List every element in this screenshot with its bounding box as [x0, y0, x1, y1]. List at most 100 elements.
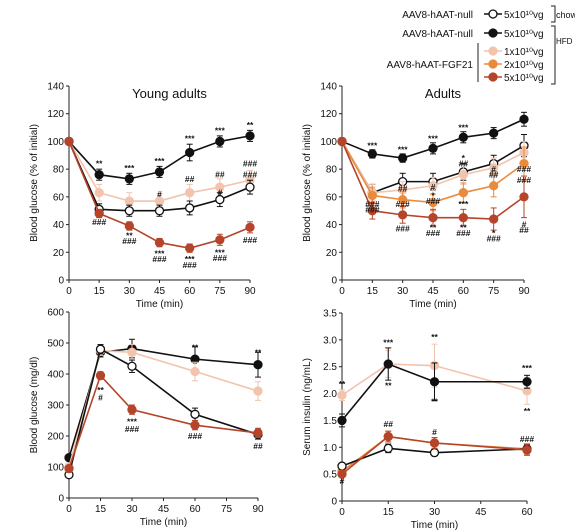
x-axis-label: Time (min) [140, 517, 187, 528]
data-point [127, 404, 137, 415]
data-point [124, 196, 134, 206]
x-tick-label: 15 [94, 286, 106, 297]
data-point [489, 181, 499, 191]
significance-mark: *** [185, 254, 196, 264]
series-open [64, 344, 263, 480]
legend-entry: 5x10¹⁰vg [484, 72, 544, 84]
data-point [522, 445, 532, 455]
series-fgf_high [64, 136, 255, 253]
significance-mark: ** [431, 332, 438, 342]
data-point [458, 188, 468, 198]
significance-mark: ### [243, 170, 257, 180]
significance-mark: ** [430, 222, 437, 232]
data-point [458, 212, 468, 223]
x-axis-label: Time (min) [136, 299, 183, 310]
significance-mark: ## [185, 174, 195, 184]
legend-dose-label: 2x10¹⁰vg [504, 60, 544, 71]
data-point [185, 203, 195, 213]
significance-mark: ## [459, 159, 469, 169]
x-tick-label: 0 [339, 507, 345, 518]
data-point [154, 206, 165, 216]
significance-mark: ### [183, 260, 197, 270]
y-tick-label: 600 [47, 308, 64, 319]
data-point [64, 463, 74, 474]
x-tick-label: 30 [397, 286, 409, 297]
chart-title: Adults [425, 86, 462, 101]
significance-mark: ### [365, 199, 379, 209]
data-point [429, 448, 440, 458]
data-point [519, 114, 529, 124]
legend-marker [488, 28, 498, 38]
data-point [458, 170, 468, 180]
data-point [185, 188, 195, 198]
significance-mark: ## [253, 441, 263, 451]
data-point [215, 235, 225, 245]
x-tick-label: 0 [66, 286, 72, 297]
data-point [489, 128, 499, 138]
significance-mark: ### [396, 199, 410, 209]
significance-mark: ### [213, 253, 227, 263]
data-point [383, 359, 393, 369]
y-tick-label: 0 [58, 276, 64, 287]
significance-mark: ** [524, 406, 531, 416]
significance-mark: * [431, 190, 435, 200]
chow-label: chow [556, 10, 575, 20]
chart-blood-glucose-mgdl: 0 100 200 300 400 500 600 0 15 30 45 60 75 90 Time (mi… [29, 308, 264, 529]
x-tick-label: 90 [518, 286, 530, 297]
significance-mark: * [492, 228, 496, 238]
x-tick-label: 75 [214, 286, 226, 297]
significance-mark: ** [97, 385, 104, 395]
significance-mark: *** [367, 141, 378, 151]
y-tick-label: 2.5 [323, 362, 337, 373]
significance-mark: ### [517, 175, 531, 185]
significance-mark: ### [152, 254, 166, 264]
significance-mark: ### [487, 233, 501, 243]
series-open [337, 443, 532, 471]
significance-mark: ### [92, 217, 106, 227]
data-point [522, 377, 532, 387]
series-line [68, 349, 259, 468]
y-tick-label: 80 [53, 165, 65, 176]
data-point [367, 206, 377, 216]
data-point [154, 237, 165, 248]
significance-mark: *** [124, 163, 135, 173]
significance-mark: *** [398, 145, 409, 155]
data-point [190, 420, 200, 430]
y-tick-label: 400 [47, 370, 64, 381]
data-point [398, 153, 408, 163]
y-tick-label: 3.5 [323, 309, 337, 320]
data-point [398, 194, 408, 205]
significance-mark: ** [339, 379, 346, 389]
significance-mark: ### [520, 434, 534, 444]
y-axis-label: Blood glucose (% of initial) [29, 124, 40, 242]
x-tick-label: 45 [158, 504, 170, 515]
y-tick-label: 40 [326, 220, 338, 231]
y-tick-label: 0 [331, 497, 337, 508]
data-point [94, 170, 104, 180]
series-black [64, 338, 263, 463]
significance-mark: ## [384, 419, 394, 429]
data-point [367, 149, 377, 159]
legend-marker [488, 46, 498, 56]
significance-mark: ### [365, 204, 379, 214]
significance-mark: *** [383, 338, 394, 348]
data-point [383, 443, 393, 454]
data-point [429, 438, 440, 448]
significance-mark: # [522, 220, 527, 230]
significance-mark: ** [96, 159, 103, 169]
data-point [489, 214, 499, 224]
data-point [245, 222, 255, 232]
x-tick-label: 15 [95, 504, 107, 515]
data-point [383, 431, 393, 442]
y-tick-label: 0 [331, 276, 337, 287]
y-tick-label: 100 [47, 137, 64, 148]
data-point [253, 360, 263, 370]
series-line [341, 435, 528, 475]
data-point [215, 136, 225, 147]
data-point [337, 136, 347, 147]
y-tick-label: 200 [47, 432, 64, 443]
data-point [190, 366, 200, 377]
significance-mark: # [98, 393, 103, 403]
x-tick-label: 15 [383, 507, 395, 518]
data-point [519, 192, 529, 202]
